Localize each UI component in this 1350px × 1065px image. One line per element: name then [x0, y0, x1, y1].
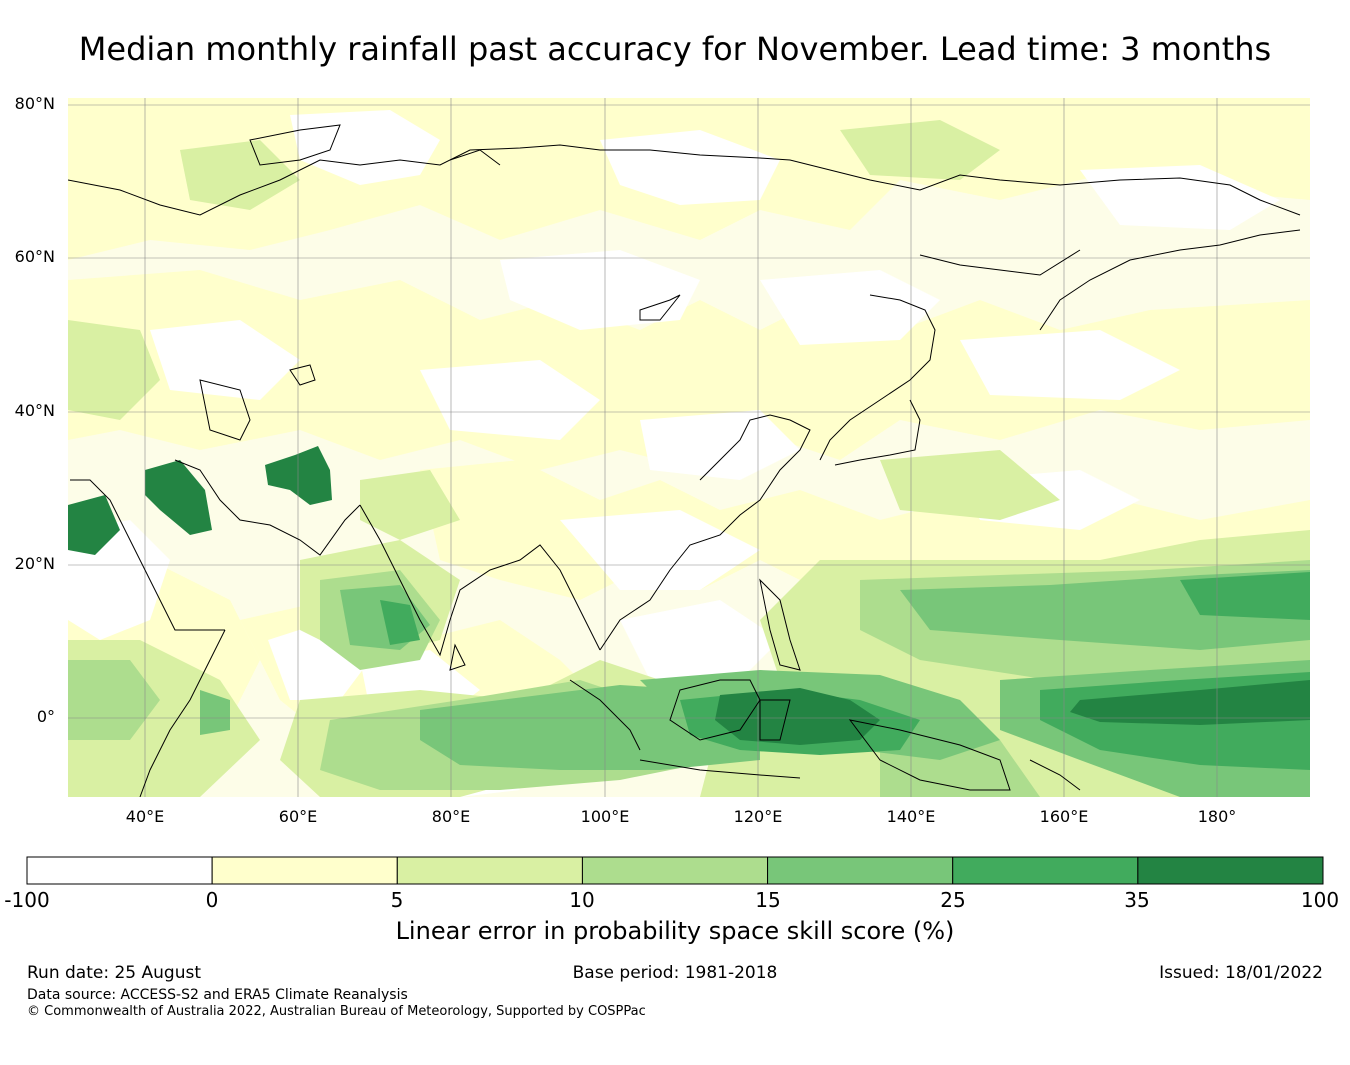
lat-label-40n: 40°N [14, 401, 55, 420]
colorbar-tick-label: -100 [4, 888, 50, 912]
colorbar-segment [26, 856, 213, 885]
lat-label-80n: 80°N [14, 94, 55, 113]
coastlines [68, 124, 1301, 797]
colorbar-segment [767, 856, 954, 885]
colorbar-tick-label: 10 [569, 888, 595, 912]
colorbar-tick-label: 100 [1300, 888, 1340, 912]
colorbar-segment [581, 856, 769, 885]
lon-label-140e: 140°E [886, 807, 936, 826]
lat-label-0: 0° [36, 707, 55, 726]
colorbar-tick-label: 0 [205, 888, 219, 912]
colorbar-segment [952, 856, 1139, 885]
colorbar-tick-label: 15 [755, 888, 781, 912]
lon-label-120e: 120°E [733, 807, 783, 826]
lon-label-80e: 80°E [431, 807, 471, 826]
colorbar-segment [211, 856, 398, 885]
base-period: Base period: 1981-2018 [572, 963, 778, 983]
run-date: Run date: 25 August [27, 963, 201, 983]
colorbar-tick-label: 5 [390, 888, 404, 912]
colorbar-segment [1137, 856, 1324, 885]
data-source: Data source: ACCESS-S2 and ERA5 Climate … [27, 987, 408, 1003]
lon-label-100e: 100°E [580, 807, 630, 826]
colorbar [26, 856, 1324, 885]
colorbar-tick-label: 35 [1124, 888, 1150, 912]
colorbar-title: Linear error in probability space skill … [395, 917, 955, 945]
lon-label-40e: 40°E [125, 807, 165, 826]
issued-date: Issued: 18/01/2022 [1159, 963, 1323, 983]
lat-label-20n: 20°N [14, 554, 55, 573]
lon-label-60e: 60°E [278, 807, 318, 826]
colorbar-segment [396, 856, 583, 885]
copyright: © Commonwealth of Australia 2022, Austra… [27, 1004, 646, 1019]
map-gridlines [68, 98, 1310, 797]
lat-label-60n: 60°N [14, 247, 55, 266]
colorbar-tick-label: 25 [940, 888, 966, 912]
lon-label-180: 180° [1197, 807, 1237, 826]
lon-label-160e: 160°E [1039, 807, 1089, 826]
chart-title: Median monthly rainfall past accuracy fo… [78, 30, 1272, 68]
skill-region-35-100 [68, 446, 1310, 745]
